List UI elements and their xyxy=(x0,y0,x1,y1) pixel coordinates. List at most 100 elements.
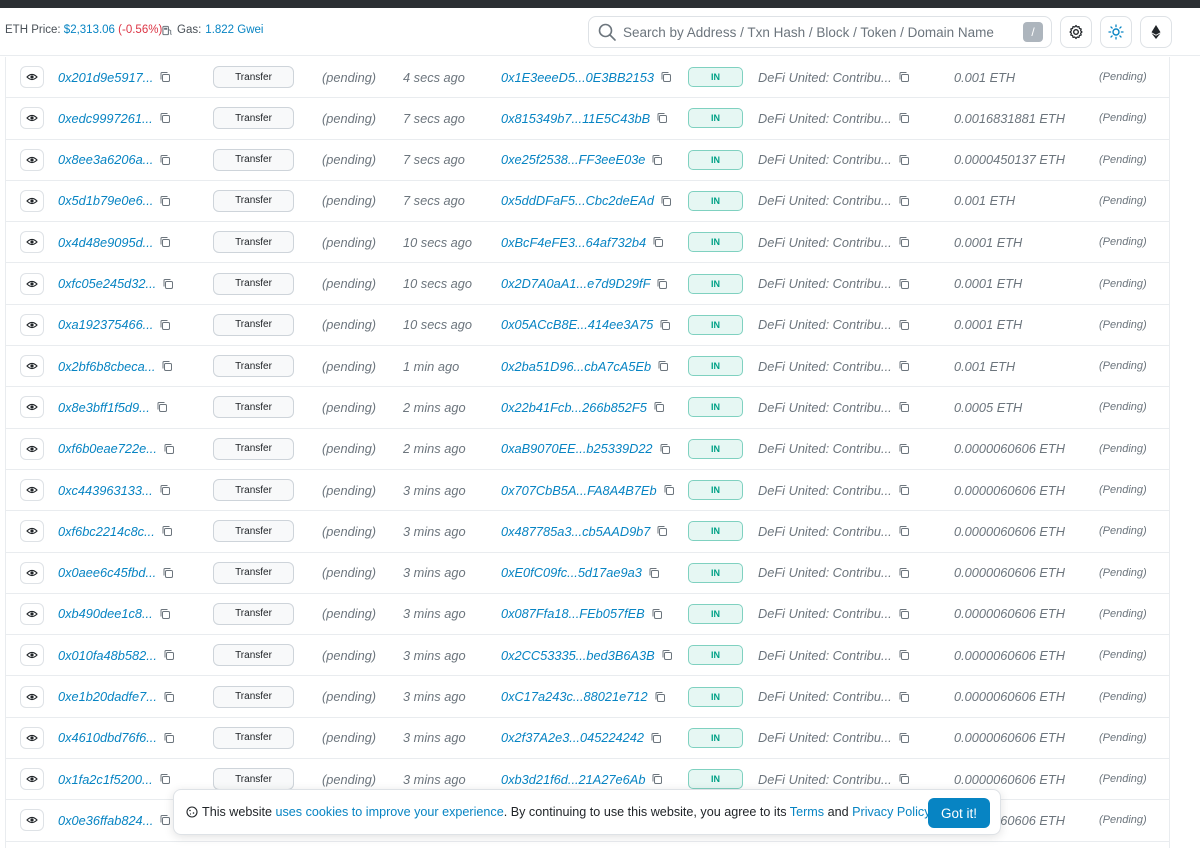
txn-hash-link[interactable]: 0xe1b20dadfe7... xyxy=(58,689,157,704)
copy-icon[interactable] xyxy=(159,71,171,83)
txn-hash-link[interactable]: 0xb490dee1c8... xyxy=(58,606,153,622)
copy-icon[interactable] xyxy=(161,525,173,537)
copy-icon[interactable] xyxy=(653,401,665,413)
from-address-link[interactable]: 0x2CC53335...bed3B6A3B xyxy=(501,647,655,663)
txn-hash-link[interactable]: 0xf6b0eae722e... xyxy=(58,441,157,457)
txn-hash-link[interactable]: 0x201d9e5917... xyxy=(58,69,154,85)
copy-icon[interactable] xyxy=(898,567,910,579)
to-address-label[interactable]: DeFi United: Contribu... xyxy=(758,730,892,746)
copy-icon[interactable] xyxy=(660,71,672,83)
privacy-policy-link[interactable]: Privacy Policy xyxy=(852,805,930,819)
view-details-button[interactable] xyxy=(20,520,44,543)
copy-icon[interactable] xyxy=(159,195,171,207)
from-address-link[interactable]: 0x707CbB5A...FA8A4B7Eb xyxy=(501,482,657,498)
copy-icon[interactable] xyxy=(898,773,910,785)
txn-hash-link[interactable]: 0x1fa2c1f5200... xyxy=(58,771,153,787)
from-address-link[interactable]: 0x815349b7...11E5C43bB xyxy=(501,110,651,126)
to-address-label[interactable]: DeFi United: Contribu... xyxy=(758,482,892,498)
txn-hash-link[interactable]: 0x010fa48b582... xyxy=(58,647,157,663)
view-details-button[interactable] xyxy=(20,768,44,791)
to-address-label[interactable]: DeFi United: Contribu... xyxy=(758,317,892,333)
view-details-button[interactable] xyxy=(20,561,44,584)
view-details-button[interactable] xyxy=(20,148,44,171)
from-address-link[interactable]: 0xBcF4eFE3...64af732b4 xyxy=(501,234,647,250)
txn-hash-link[interactable]: 0x8e3bff1f5d9... xyxy=(58,399,150,415)
view-details-button[interactable] xyxy=(20,726,44,749)
copy-icon[interactable] xyxy=(898,608,910,620)
copy-icon[interactable] xyxy=(898,360,910,372)
txn-hash-link[interactable]: 0x8ee3a6206a... xyxy=(58,152,154,168)
to-address-label[interactable]: DeFi United: Contribu... xyxy=(758,399,892,415)
to-address-label[interactable]: DeFi United: Contribu... xyxy=(758,276,892,291)
copy-icon[interactable] xyxy=(656,525,668,537)
view-details-button[interactable] xyxy=(20,272,44,295)
view-details-button[interactable] xyxy=(20,396,44,419)
copy-icon[interactable] xyxy=(898,401,910,413)
copy-icon[interactable] xyxy=(162,567,174,579)
copy-icon[interactable] xyxy=(898,649,910,661)
copy-icon[interactable] xyxy=(651,773,663,785)
view-details-button[interactable] xyxy=(20,66,44,88)
copy-icon[interactable] xyxy=(654,691,666,703)
txn-hash-link[interactable]: 0x0e36ffab824... xyxy=(58,812,154,828)
copy-icon[interactable] xyxy=(159,236,171,248)
to-address-label[interactable]: DeFi United: Contribu... xyxy=(758,606,892,622)
network-button[interactable] xyxy=(1140,16,1172,48)
copy-icon[interactable] xyxy=(656,278,668,290)
copy-icon[interactable] xyxy=(898,236,910,248)
to-address-label[interactable]: DeFi United: Contribu... xyxy=(758,441,892,457)
txn-hash-link[interactable]: 0xfc05e245d32... xyxy=(58,276,157,291)
copy-icon[interactable] xyxy=(651,608,663,620)
copy-icon[interactable] xyxy=(659,319,671,331)
to-address-label[interactable]: DeFi United: Contribu... xyxy=(758,689,892,704)
search-bar[interactable]: Search by Address / Txn Hash / Block / T… xyxy=(588,16,1052,48)
copy-icon[interactable] xyxy=(161,360,173,372)
from-address-link[interactable]: 0xE0fC09fc...5d17ae9a3 xyxy=(501,565,642,581)
to-address-label[interactable]: DeFi United: Contribu... xyxy=(758,647,892,663)
txn-hash-link[interactable]: 0x5d1b79e0e6... xyxy=(58,193,154,209)
txn-hash-link[interactable]: 0x0aee6c45fbd... xyxy=(58,565,157,581)
copy-icon[interactable] xyxy=(898,443,910,455)
from-address-link[interactable]: 0xC17a243c...88021e712 xyxy=(501,689,648,704)
copy-icon[interactable] xyxy=(898,154,910,166)
to-address-label[interactable]: DeFi United: Contribu... xyxy=(758,152,892,168)
terms-link[interactable]: Terms xyxy=(789,805,825,819)
copy-icon[interactable] xyxy=(159,773,171,785)
eth-price-value[interactable]: $2,313.06 xyxy=(63,24,115,36)
view-details-button[interactable] xyxy=(20,602,44,625)
copy-icon[interactable] xyxy=(651,154,663,166)
txn-hash-link[interactable]: 0xa192375466... xyxy=(58,317,154,333)
view-details-button[interactable] xyxy=(20,107,44,130)
txn-hash-link[interactable]: 0x2bf6b8cbeca... xyxy=(58,358,156,374)
cookie-policy-link[interactable]: uses cookies to improve your experience xyxy=(275,805,504,819)
copy-icon[interactable] xyxy=(898,525,910,537)
from-address-link[interactable]: 0x2D7A0aA1...e7d9D29fF xyxy=(501,276,651,291)
view-details-button[interactable] xyxy=(20,189,44,212)
to-address-label[interactable]: DeFi United: Contribu... xyxy=(758,771,892,787)
theme-toggle-button[interactable] xyxy=(1100,16,1132,48)
txn-hash-link[interactable]: 0xc443963133... xyxy=(58,482,153,498)
copy-icon[interactable] xyxy=(898,278,910,290)
copy-icon[interactable] xyxy=(163,649,175,661)
copy-icon[interactable] xyxy=(657,360,669,372)
copy-icon[interactable] xyxy=(159,608,171,620)
copy-icon[interactable] xyxy=(898,71,910,83)
copy-icon[interactable] xyxy=(159,154,171,166)
to-address-label[interactable]: DeFi United: Contribu... xyxy=(758,193,892,209)
gas-value[interactable]: 1.822 Gwei xyxy=(205,24,264,36)
txn-hash-link[interactable]: 0xf6bc2214c8c... xyxy=(58,523,155,539)
copy-icon[interactable] xyxy=(663,484,675,496)
view-details-button[interactable] xyxy=(20,644,44,667)
settings-button[interactable] xyxy=(1060,16,1092,48)
view-details-button[interactable] xyxy=(20,355,44,378)
from-address-link[interactable]: 0x1E3eeeD5...0E3BB2153 xyxy=(501,69,654,85)
copy-icon[interactable] xyxy=(898,319,910,331)
copy-icon[interactable] xyxy=(156,401,168,413)
copy-icon[interactable] xyxy=(660,195,672,207)
copy-icon[interactable] xyxy=(656,112,668,124)
view-details-button[interactable] xyxy=(20,231,44,254)
copy-icon[interactable] xyxy=(648,567,660,579)
view-details-button[interactable] xyxy=(20,685,44,708)
from-address-link[interactable]: 0x05ACcB8E...414ee3A75 xyxy=(501,317,654,333)
view-details-button[interactable] xyxy=(20,479,44,501)
